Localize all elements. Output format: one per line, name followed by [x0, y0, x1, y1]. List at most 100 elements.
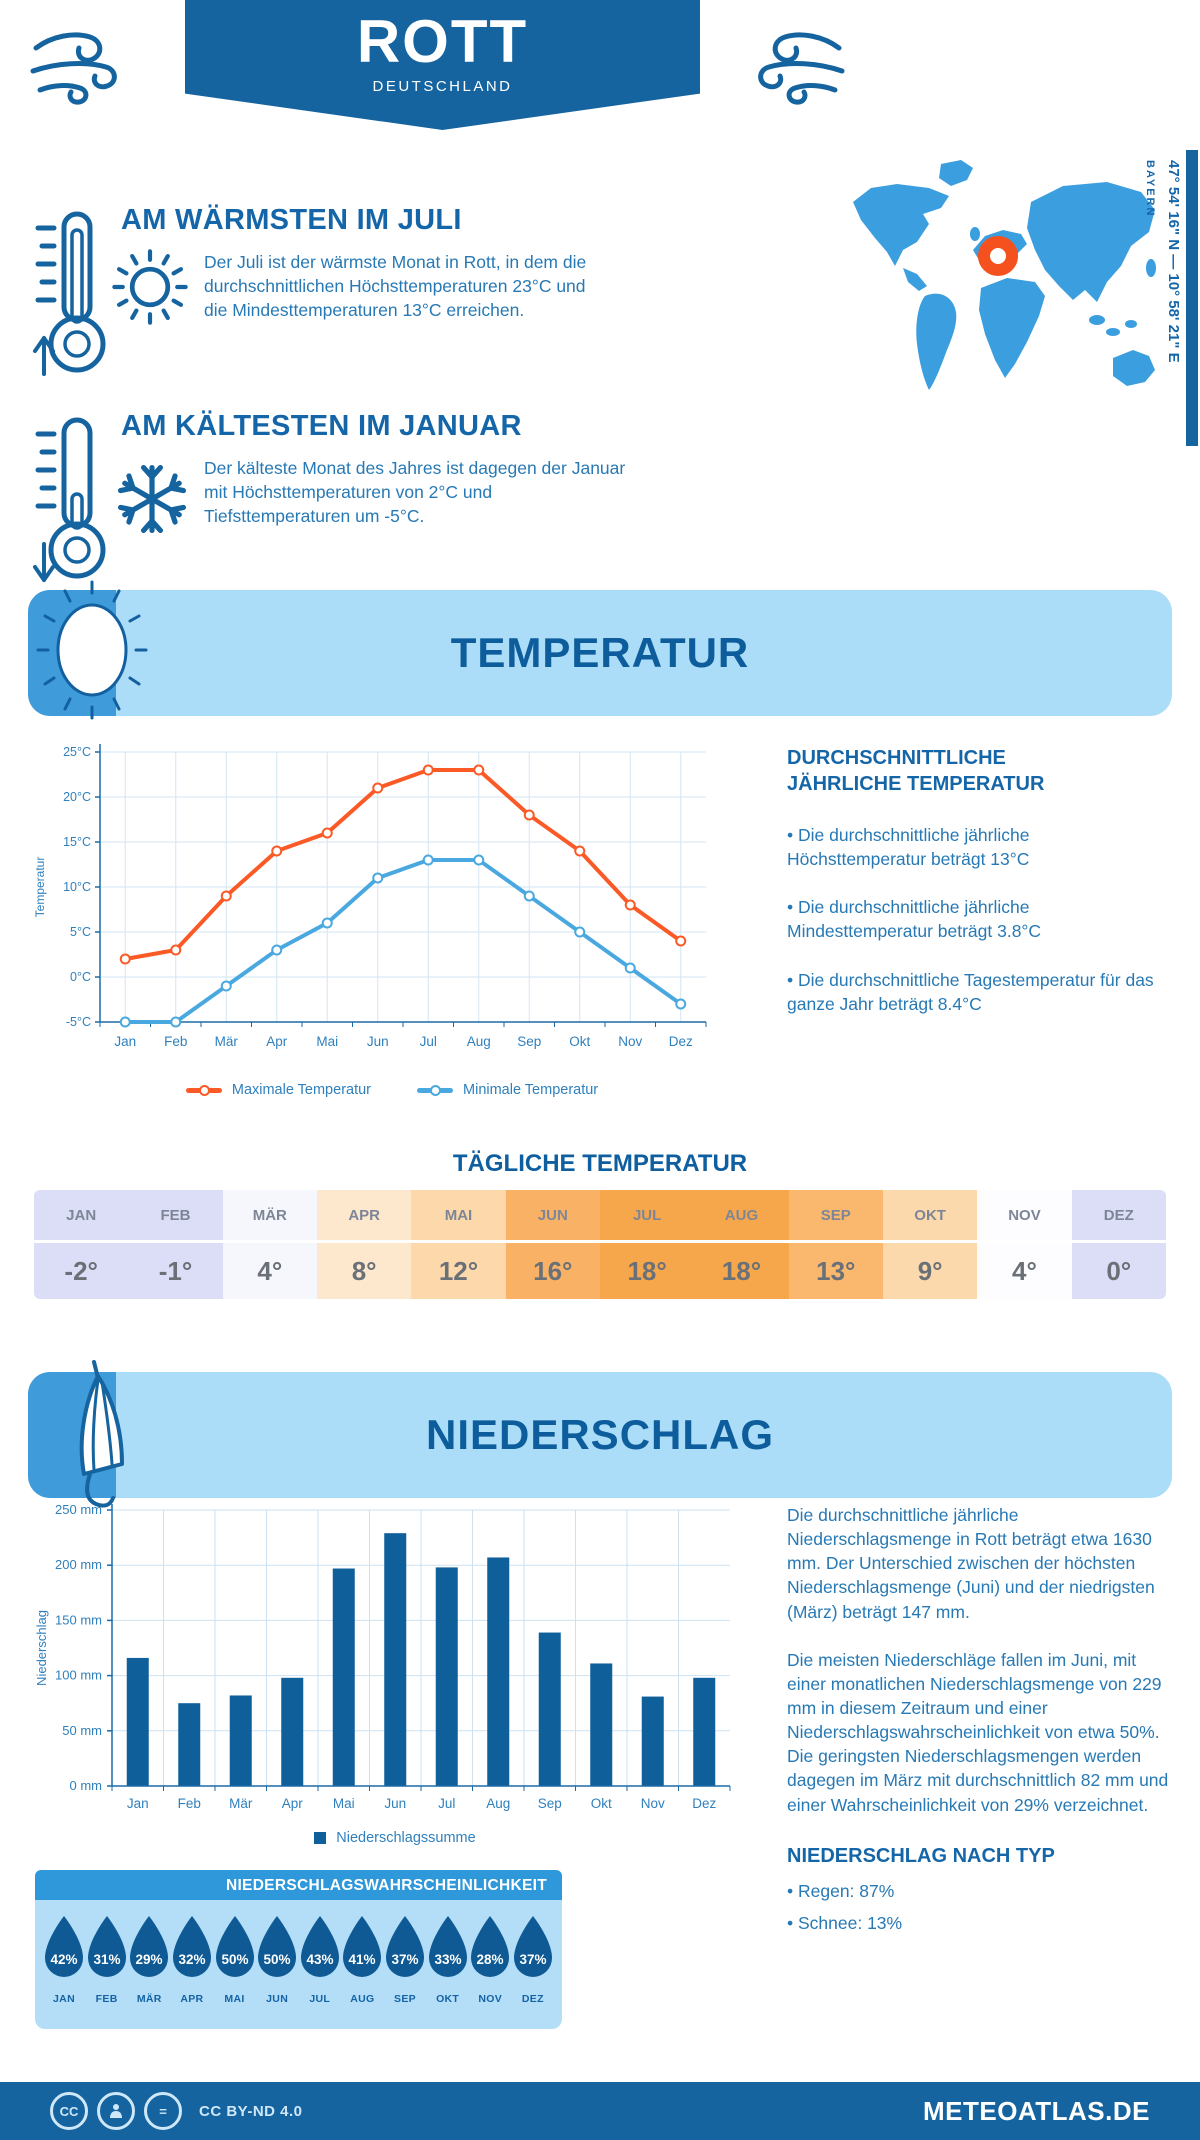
temperature-chart-legend: Maximale Temperatur Minimale Temperatur [30, 1082, 754, 1098]
svg-text:41%: 41% [349, 1952, 376, 1967]
warmest-heading: AM WÄRMSTEN IM JULI [121, 204, 462, 236]
footer: CC = CC BY-ND 4.0 METEOATLAS.DE [0, 2082, 1200, 2140]
svg-text:Jul: Jul [420, 1034, 437, 1049]
svg-text:Feb: Feb [164, 1034, 187, 1049]
thermometer-cold-icon [33, 417, 106, 582]
probability-drop: 43% JUL [299, 1914, 341, 2005]
svg-text:Nov: Nov [641, 1796, 665, 1811]
daily-temp-month: MÄR [222, 1190, 317, 1243]
droplet-icon: 42% [45, 1916, 83, 1977]
svg-text:50%: 50% [264, 1952, 291, 1967]
probability-drop: 50% JUN [256, 1914, 298, 2005]
annual-temperature-column: DURCHSCHNITTLICHE JÄHRLICHE TEMPERATUR •… [787, 745, 1162, 1016]
thermometer-warm-icon [33, 211, 106, 376]
probability-month: NOV [478, 1993, 503, 2005]
svg-text:37%: 37% [391, 1952, 418, 1967]
daily-temperature-heading: TÄGLICHE TEMPERATUR [452, 1150, 748, 1177]
svg-text:50%: 50% [221, 1952, 248, 1967]
daily-temp-col: AUG 18° [694, 1190, 789, 1299]
daily-temp-col: JUL 18° [599, 1190, 695, 1299]
title-banner: ROTT DEUTSCHLAND [185, 0, 700, 130]
droplet-icon: 37% [386, 1916, 424, 1977]
precipitation-section-title: NIEDERSCHLAG [425, 1411, 775, 1458]
probability-drop: 33% OKT [427, 1914, 469, 2005]
svg-text:29%: 29% [136, 1952, 163, 1967]
coldest-text: Der kälteste Monat des Jahres ist dagege… [204, 458, 626, 526]
probability-month: MAI [224, 1993, 245, 2005]
svg-text:10°C: 10°C [63, 880, 91, 894]
daily-temp-value: 18° [627, 1256, 667, 1286]
daily-temp-value: 4° [1012, 1256, 1037, 1286]
probability-drop: 50% MAI [214, 1914, 256, 2005]
annual-bullet: • Die durchschnittliche Tagestemperatur … [787, 969, 1154, 1014]
daily-temp-col: SEP 13° [788, 1190, 883, 1299]
svg-text:100 mm: 100 mm [55, 1668, 102, 1683]
daily-temp-month: JUL [599, 1190, 695, 1243]
daily-temp-month: FEB [128, 1190, 223, 1243]
svg-text:Okt: Okt [591, 1796, 612, 1811]
daily-temp-col: FEB -1° [128, 1190, 223, 1299]
legend-swatch-max [185, 1084, 222, 1096]
svg-text:Jun: Jun [384, 1796, 406, 1811]
probability-drop: 28% NOV [469, 1914, 511, 2005]
svg-text:0 mm: 0 mm [70, 1778, 103, 1793]
svg-text:Mär: Mär [229, 1796, 253, 1811]
daily-temp-month: OKT [882, 1190, 978, 1243]
cc-icon: CC [50, 2092, 88, 2130]
svg-text:Aug: Aug [486, 1796, 510, 1811]
legend-item-min: Minimale Temperatur [417, 1082, 598, 1098]
daily-temp-col: MÄR 4° [222, 1190, 317, 1299]
probability-drop: 32% APR [171, 1914, 213, 2005]
droplet-icon: 41% [343, 1916, 382, 1977]
page-title: ROTT [356, 8, 529, 75]
droplet-icon: 33% [428, 1916, 467, 1977]
license-label: CC BY-ND 4.0 [199, 2102, 303, 2120]
svg-text:250 mm: 250 mm [55, 1502, 102, 1517]
probability-drops-row: 42% JAN 31% FEB 29% MÄR 32% APR 50% MAI 50% JUN 43% J… [35, 1900, 562, 2029]
daily-temp-value: 8° [351, 1256, 377, 1286]
svg-text:Jan: Jan [114, 1034, 136, 1049]
probability-month: JUN [266, 1993, 289, 2005]
annual-temperature-heading: DURCHSCHNITTLICHE JÄHRLICHE TEMPERATUR [787, 747, 1045, 795]
svg-text:Sep: Sep [538, 1796, 562, 1811]
svg-text:150 mm: 150 mm [55, 1612, 102, 1627]
svg-text:-5°C: -5°C [66, 1015, 91, 1029]
legend-item-max: Maximale Temperatur [185, 1082, 371, 1098]
daily-temp-month: APR [316, 1190, 412, 1243]
daily-temp-value: 16° [533, 1256, 573, 1286]
daily-temp-value: 9° [917, 1256, 943, 1286]
probability-month: FEB [95, 1993, 118, 2005]
daily-temp-value: -2° [64, 1256, 98, 1286]
probability-drop: 37% SEP [384, 1914, 426, 2005]
svg-text:Dez: Dez [692, 1796, 716, 1811]
probability-month: JAN [53, 1993, 75, 2005]
legend-swatch-sum [314, 1832, 327, 1844]
svg-text:Dez: Dez [669, 1034, 693, 1049]
probability-month: MÄR [136, 1993, 162, 2005]
droplet-icon: 28% [471, 1916, 510, 1977]
droplet-icon: 31% [87, 1916, 126, 1977]
coordinates-label: 47° 54' 16" N — 10° 58' 21" E [1165, 160, 1182, 363]
svg-text:0°C: 0°C [70, 970, 91, 984]
precipitation-type-heading: NIEDERSCHLAG NACH TYP [787, 1844, 1055, 1867]
precipitation-paragraph-2: Die meisten Niederschläge fallen im Juni… [787, 1649, 1169, 1815]
svg-text:33%: 33% [434, 1952, 461, 1967]
svg-text:32%: 32% [178, 1952, 205, 1967]
location-marker [978, 236, 1018, 276]
svg-text:31%: 31% [93, 1952, 120, 1967]
droplet-icon: 50% [215, 1916, 254, 1977]
probability-drop: 31% FEB [86, 1914, 128, 2005]
svg-text:43%: 43% [306, 1952, 333, 1967]
svg-text:42%: 42% [50, 1952, 77, 1967]
svg-text:Nov: Nov [618, 1034, 642, 1049]
svg-text:5°C: 5°C [70, 925, 91, 939]
temperature-banner: TEMPERATUR [28, 580, 1172, 720]
page-subtitle: DEUTSCHLAND [372, 78, 513, 95]
svg-text:Feb: Feb [178, 1796, 201, 1811]
license-group: CC = CC BY-ND 4.0 [50, 2092, 303, 2130]
droplet-icon: 43% [300, 1916, 339, 1977]
daily-temp-value: 12° [438, 1256, 479, 1286]
temperature-line-chart: -5°C 0°C 5°C 10°C 15°C 20°C 25°C Jan Feb Mär Apr Ma… [33, 744, 707, 1049]
svg-text:25°C: 25°C [63, 745, 91, 759]
probability-heading: NIEDERSCHLAGSWAHRSCHEINLICHKEIT [35, 1870, 562, 1900]
